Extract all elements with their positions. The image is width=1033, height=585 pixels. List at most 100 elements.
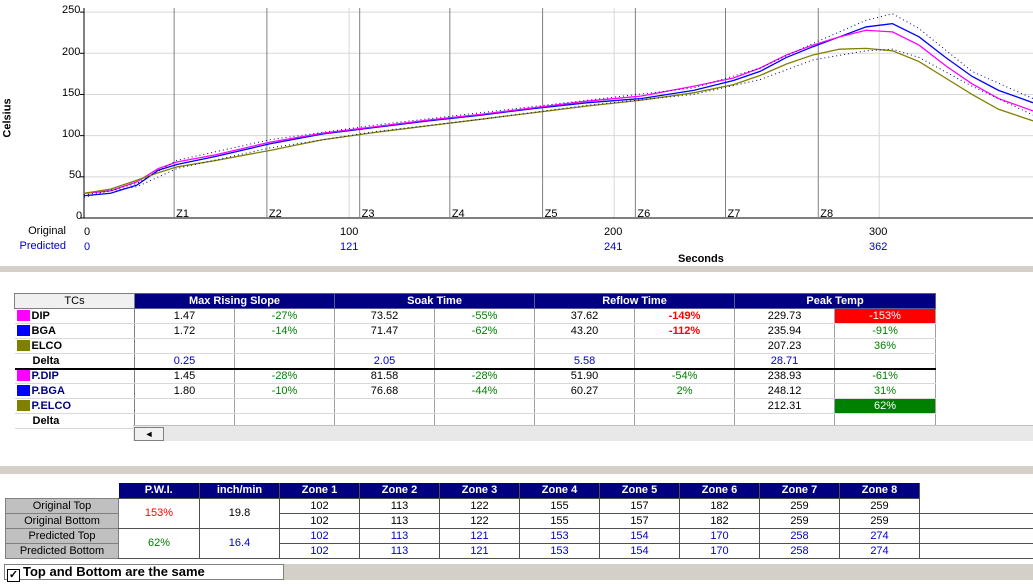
tc-value-cell: 229.73 <box>734 308 836 324</box>
tc-value-cell: 238.93 <box>734 367 836 384</box>
zone-setpoint-predicted: 170 <box>679 543 760 559</box>
zone-setpoint[interactable]: 182 <box>679 513 760 529</box>
zone-setpoint-predicted: 102 <box>279 528 360 544</box>
x-tick-label-predicted: 362 <box>869 241 888 253</box>
zone-setpoint[interactable]: 102 <box>279 513 360 529</box>
tc-row[interactable]: ELCO 207.23 36% <box>14 338 937 354</box>
zone-label: Z6 <box>637 208 650 220</box>
zone-setpoint[interactable]: 259 <box>839 498 920 514</box>
tc-table-scrollbar[interactable]: ◄ <box>133 425 1033 441</box>
zone-label: Z8 <box>820 208 833 220</box>
zone-header: Zone 4 <box>519 483 600 499</box>
zone-header: Zone 1 <box>279 483 360 499</box>
predicted-axis-label: Predicted <box>19 240 66 252</box>
tc-value-cell: 5.58 <box>534 353 636 369</box>
zone-label: Z4 <box>452 208 465 220</box>
zone-setpoint[interactable]: 259 <box>759 498 840 514</box>
zone-setpoint-predicted: 154 <box>599 543 680 559</box>
temperature-series-line <box>83 48 1033 196</box>
row-label-predicted-top: Predicted Top <box>5 527 119 544</box>
tc-name-cell[interactable]: P.BGA <box>14 383 135 399</box>
y-tick-label: 100 <box>62 128 81 140</box>
zone-setpoint[interactable]: 122 <box>439 513 520 529</box>
zone-setpoint[interactable]: 182 <box>679 498 760 514</box>
x-axis-title: Seconds <box>678 253 724 265</box>
zone-settings-table: P.W.I. inch/min Zone 1 Zone 2 Zone 3 Zon… <box>5 483 1033 559</box>
predicted-pwi: 62% <box>118 528 200 559</box>
splitter[interactable] <box>0 466 1033 474</box>
zone-setpoint[interactable]: 122 <box>439 498 520 514</box>
tc-percent-cell: -10% <box>234 383 336 399</box>
tc-name-cell[interactable]: DIP <box>14 308 135 324</box>
tc-row[interactable]: P.BGA 1.80 -10% 76.68 -44% 60.27 2% 248.12 31% <box>14 383 937 399</box>
tc-name-cell[interactable]: ELCO <box>14 338 135 354</box>
tc-name-cell[interactable]: P.DIP <box>14 367 135 384</box>
tc-results-table: TCs Max Rising Slope Soak Time Reflow Ti… <box>14 293 937 429</box>
tc-value-cell: 1.72 <box>134 323 235 339</box>
tc-percent-cell <box>234 398 336 414</box>
y-tick-label: 150 <box>62 87 81 99</box>
tc-value-cell <box>534 338 636 354</box>
tc-row[interactable]: P.DIP 1.45 -28% 81.58 -28% 51.90 -54% 238.93 -61… <box>14 367 937 384</box>
tc-percent-cell <box>234 353 336 369</box>
plot-area: Z1 Z2 Z3 Z4 Z5 Z6 Z7 Z8 <box>80 8 1033 220</box>
zone-label: Z7 <box>728 208 741 220</box>
tc-name: Delta <box>32 415 60 427</box>
zone-setpoint[interactable]: 113 <box>359 498 440 514</box>
zone-setpoint-predicted: 121 <box>439 543 520 559</box>
tc-name-cell[interactable]: P.ELCO <box>14 398 135 414</box>
scroll-left-button[interactable]: ◄ <box>134 427 164 441</box>
zone-setpoint[interactable]: 155 <box>519 498 600 514</box>
zone-header: Zone 8 <box>839 483 920 499</box>
tc-row[interactable]: Delta 0.25 2.05 5.58 28.71 <box>14 353 937 369</box>
tc-percent-cell: -61% <box>834 367 937 384</box>
zone-setpoint[interactable]: 102 <box>279 498 360 514</box>
empty-cell <box>919 528 1033 544</box>
same-top-bottom-checkbox[interactable]: ✓ <box>7 569 20 582</box>
tc-value-cell <box>534 398 636 414</box>
tc-value-cell: 1.47 <box>134 308 235 324</box>
splitter[interactable] <box>0 266 1033 272</box>
tc-percent-cell: -14% <box>234 323 336 339</box>
series-color-swatch <box>16 310 30 321</box>
row-label-original-top: Original Top <box>5 497 119 514</box>
tc-row[interactable]: BGA 1.72 -14% 71.47 -62% 43.20 -112% 235.94 -91% <box>14 323 937 339</box>
tc-name-cell[interactable]: Delta <box>14 353 135 369</box>
tc-percent-cell <box>434 353 536 369</box>
zone-setpoint-predicted: 153 <box>519 528 600 544</box>
series-color-swatch <box>16 325 30 336</box>
tc-value-cell: 0.25 <box>134 353 235 369</box>
tc-name-cell[interactable]: BGA <box>14 323 135 339</box>
tc-percent-cell: 31% <box>834 383 937 399</box>
zone-setpoint-predicted: 121 <box>439 528 520 544</box>
tc-name: P.DIP <box>31 370 59 383</box>
x-tick-label: 100 <box>340 226 359 238</box>
tc-name-cell[interactable]: Delta <box>14 413 135 429</box>
max-rising-slope-header: Max Rising Slope <box>133 293 336 309</box>
tc-value-cell: 2.05 <box>334 353 436 369</box>
series-color-swatch <box>16 340 30 351</box>
original-speed[interactable]: 19.8 <box>199 498 280 529</box>
zone-setpoint[interactable]: 259 <box>839 513 920 529</box>
tc-value-cell: 28.71 <box>734 353 836 369</box>
zone-setpoint[interactable]: 157 <box>599 513 680 529</box>
tc-percent-cell <box>434 338 536 354</box>
profile-chart: Celsius 250 200 150 100 50 0 Z1 Z2 Z3 Z4 Z5 Z… <box>0 0 1033 268</box>
tc-value-cell: 76.68 <box>334 383 436 399</box>
zone-setpoint[interactable]: 113 <box>359 513 440 529</box>
tc-value-cell: 1.80 <box>134 383 235 399</box>
tc-value-cell: 43.20 <box>534 323 636 339</box>
zone-setpoint[interactable]: 157 <box>599 498 680 514</box>
tc-row[interactable]: DIP 1.47 -27% 73.52 -55% 37.62 -149% 229.73 -153… <box>14 308 937 324</box>
tc-row[interactable]: P.ELCO 212.31 62% <box>14 398 937 414</box>
horizontal-scrollbar[interactable] <box>284 564 1033 580</box>
same-top-bottom-checkbox-row[interactable]: ✓ Top and Bottom are the same <box>4 564 284 582</box>
zone-setpoint[interactable]: 259 <box>759 513 840 529</box>
soak-time-header: Soak Time <box>334 293 536 309</box>
zone-setpoint[interactable]: 155 <box>519 513 600 529</box>
tc-value-cell: 212.31 <box>734 398 836 414</box>
x-tick-label: 300 <box>869 226 888 238</box>
x-tick-label-predicted: 241 <box>604 241 623 253</box>
row-label-predicted-bottom: Predicted Bottom <box>5 542 119 559</box>
peak-temp-header: Peak Temp <box>734 293 937 309</box>
